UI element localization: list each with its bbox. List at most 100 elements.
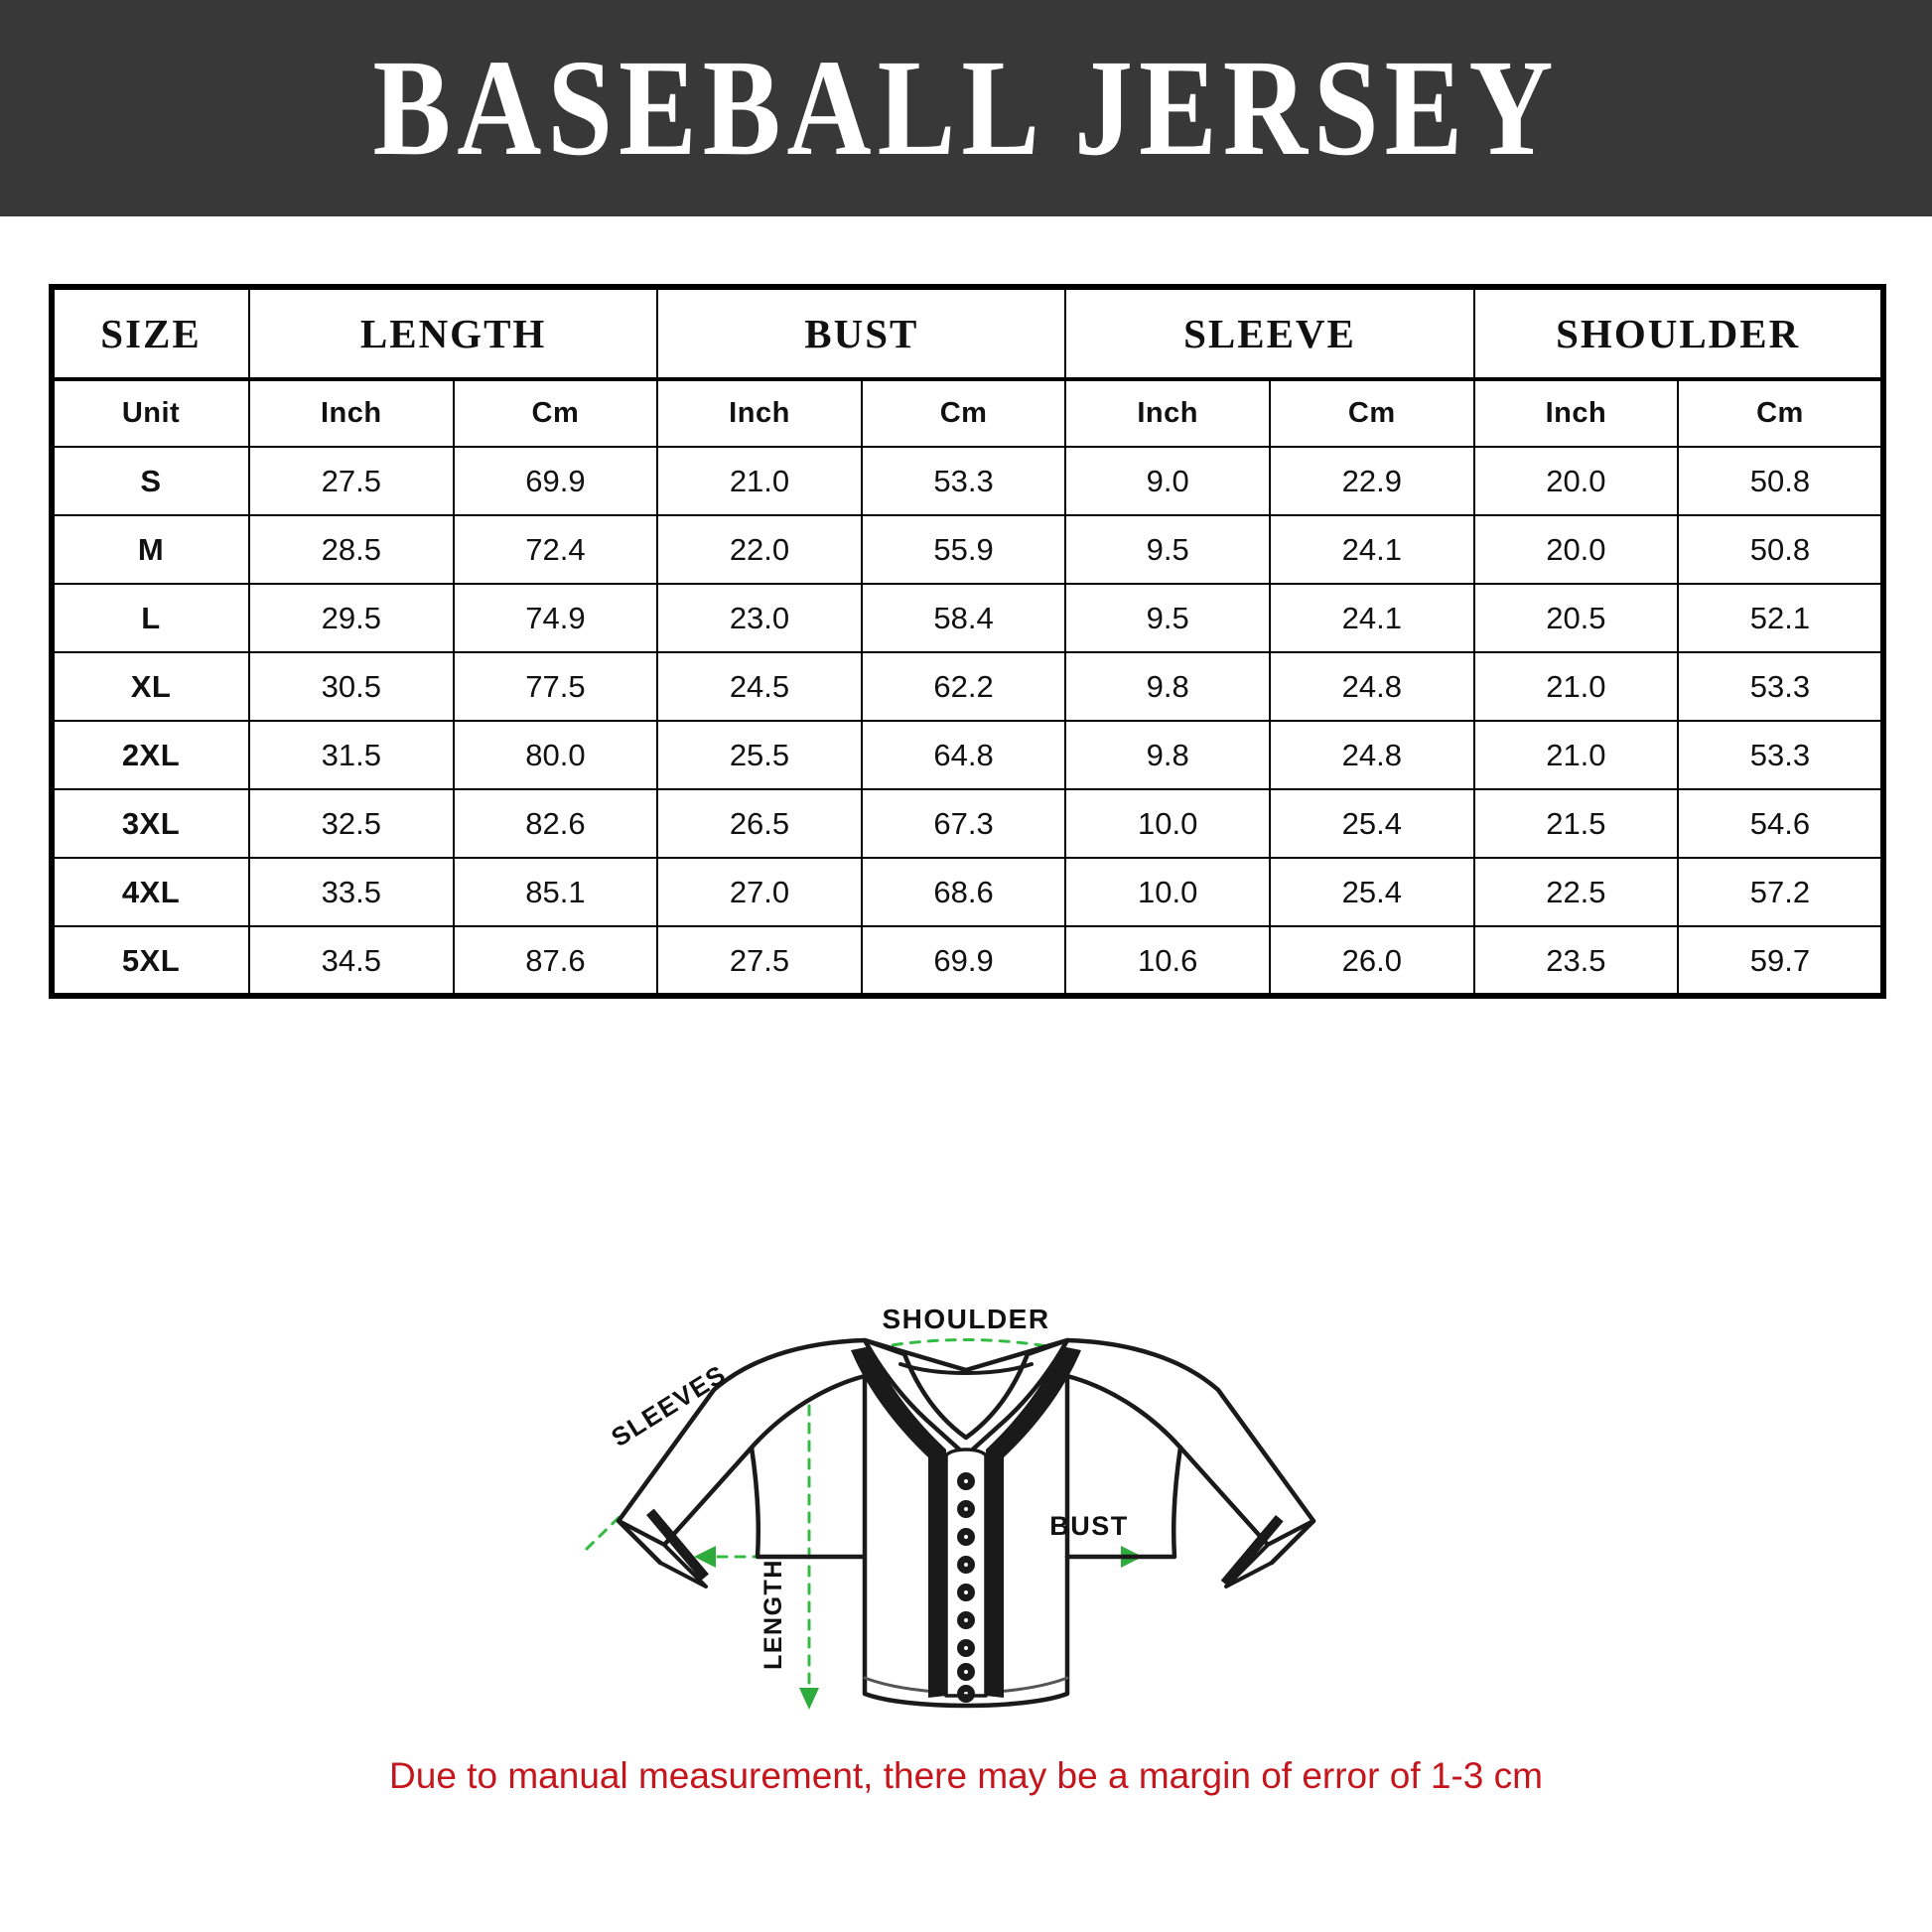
button-icon (957, 1472, 975, 1490)
table-group-header-row: SIZE LENGTH BUST SLEEVE SHOULDER (52, 287, 1883, 381)
cell-shoulder-inch: 21.0 (1472, 651, 1680, 722)
cell-length-cm: 87.6 (452, 925, 659, 996)
cell-bust-cm: 55.9 (860, 514, 1067, 585)
cell-shoulder-inch: 21.0 (1472, 720, 1680, 790)
size-table-container: SIZE LENGTH BUST SLEEVE SHOULDER Unit In… (49, 284, 1886, 999)
length-bottom-arrow-icon (799, 1688, 819, 1710)
left-cuff-stripe (646, 1508, 709, 1581)
unit-header-length-cm: Cm (452, 378, 659, 448)
cell-size: M (52, 514, 250, 585)
diagram-label-bust: BUST (1049, 1511, 1129, 1541)
measurement-diagram: SHOULDER SLEEVES BUST LENGTH (0, 1120, 1932, 1735)
cell-sleeve-cm: 24.8 (1268, 720, 1475, 790)
cell-length-inch: 30.5 (248, 651, 455, 722)
jersey-buttons (957, 1472, 975, 1703)
table-unit-header-row: Unit Inch Cm Inch Cm Inch Cm Inch Cm (52, 378, 1883, 448)
cell-length-cm: 77.5 (452, 651, 659, 722)
cell-bust-inch: 25.5 (656, 720, 863, 790)
cell-sleeve-cm: 25.4 (1268, 857, 1475, 927)
cell-bust-inch: 26.5 (656, 788, 863, 859)
cell-sleeve-cm: 25.4 (1268, 788, 1475, 859)
cell-bust-cm: 53.3 (860, 446, 1067, 516)
group-header-sleeve: SLEEVE (1064, 287, 1475, 381)
cell-shoulder-inch: 22.5 (1472, 857, 1680, 927)
cell-sleeve-inch: 10.0 (1064, 788, 1271, 859)
button-icon (957, 1556, 975, 1574)
cell-size: S (52, 446, 250, 516)
jersey-illustration (616, 1337, 1316, 1709)
cell-length-inch: 33.5 (248, 857, 455, 927)
cell-sleeve-inch: 9.0 (1064, 446, 1271, 516)
cell-shoulder-cm: 50.8 (1677, 446, 1883, 516)
diagram-label-length: LENGTH (759, 1559, 787, 1670)
table-row: 3XL 32.5 82.6 26.5 67.3 10.0 25.4 21.5 5… (52, 788, 1883, 859)
cell-shoulder-cm: 53.3 (1677, 720, 1883, 790)
cell-bust-cm: 69.9 (860, 925, 1067, 996)
jersey-placket-right-trim (986, 1346, 1081, 1698)
cell-sleeve-inch: 10.0 (1064, 857, 1271, 927)
unit-header-length-inch: Inch (248, 378, 455, 448)
cell-sleeve-cm: 24.1 (1268, 514, 1475, 585)
cell-shoulder-inch: 20.0 (1472, 514, 1680, 585)
cell-bust-inch: 24.5 (656, 651, 863, 722)
cell-length-cm: 85.1 (452, 857, 659, 927)
cell-shoulder-inch: 21.5 (1472, 788, 1680, 859)
group-header-shoulder: SHOULDER (1472, 287, 1883, 381)
cell-bust-cm: 58.4 (860, 583, 1067, 653)
page-title: BASEBALL JERSEY (372, 31, 1560, 185)
cell-shoulder-cm: 50.8 (1677, 514, 1883, 585)
table-row: XL 30.5 77.5 24.5 62.2 9.8 24.8 21.0 53.… (52, 651, 1883, 722)
right-cuff-edge (1269, 1518, 1316, 1566)
cell-bust-inch: 27.0 (656, 857, 863, 927)
cell-shoulder-cm: 53.3 (1677, 651, 1883, 722)
cell-size: 5XL (52, 925, 250, 996)
cell-size: 3XL (52, 788, 250, 859)
cell-length-cm: 72.4 (452, 514, 659, 585)
cell-bust-inch: 27.5 (656, 925, 863, 996)
jersey-collar-inner-band (898, 1362, 1034, 1375)
button-icon (957, 1611, 975, 1629)
cell-length-cm: 82.6 (452, 788, 659, 859)
cell-sleeve-cm: 26.0 (1268, 925, 1475, 996)
measurement-disclaimer: Due to manual measurement, there may be … (389, 1755, 1543, 1796)
bust-left-arrow-icon (694, 1546, 716, 1568)
cell-shoulder-cm: 54.6 (1677, 788, 1883, 859)
jersey-collar-outer (862, 1337, 1070, 1458)
unit-header-bust-inch: Inch (656, 378, 863, 448)
button-icon (957, 1500, 975, 1518)
cell-bust-inch: 23.0 (656, 583, 863, 653)
unit-header-bust-cm: Cm (860, 378, 1067, 448)
button-icon (957, 1528, 975, 1546)
cell-length-cm: 74.9 (452, 583, 659, 653)
table-row: 4XL 33.5 85.1 27.0 68.6 10.0 25.4 22.5 5… (52, 857, 1883, 927)
cell-length-inch: 29.5 (248, 583, 455, 653)
cell-sleeve-cm: 24.8 (1268, 651, 1475, 722)
diagram-label-shoulder: SHOULDER (882, 1304, 1049, 1334)
button-icon (957, 1584, 975, 1601)
cell-size: L (52, 583, 250, 653)
group-header-length: LENGTH (247, 287, 659, 381)
cell-length-inch: 32.5 (248, 788, 455, 859)
unit-header-shoulder-inch: Inch (1472, 378, 1680, 448)
group-header-size: SIZE (52, 287, 250, 381)
table-row: 2XL 31.5 80.0 25.5 64.8 9.8 24.8 21.0 53… (52, 720, 1883, 790)
cell-shoulder-cm: 57.2 (1677, 857, 1883, 927)
cell-sleeve-inch: 9.5 (1064, 583, 1271, 653)
cell-length-inch: 28.5 (248, 514, 455, 585)
cell-size: 2XL (52, 720, 250, 790)
button-icon (957, 1639, 975, 1657)
size-table: SIZE LENGTH BUST SLEEVE SHOULDER Unit In… (49, 284, 1886, 999)
right-sleeve-seam (1064, 1445, 1183, 1560)
unit-header-sleeve-inch: Inch (1064, 378, 1271, 448)
table-row: L 29.5 74.9 23.0 58.4 9.5 24.1 20.5 52.1 (52, 583, 1883, 653)
cell-shoulder-inch: 23.5 (1472, 925, 1680, 996)
button-icon (957, 1685, 975, 1703)
table-row: M 28.5 72.4 22.0 55.9 9.5 24.1 20.0 50.8 (52, 514, 1883, 585)
cell-sleeve-cm: 24.1 (1268, 583, 1475, 653)
cell-bust-cm: 68.6 (860, 857, 1067, 927)
jersey-diagram-svg: SHOULDER SLEEVES BUST LENGTH (585, 1304, 1316, 1710)
left-sleeve-seam (749, 1445, 868, 1560)
jersey-placket-left-trim (851, 1346, 946, 1698)
cell-shoulder-cm: 59.7 (1677, 925, 1883, 996)
